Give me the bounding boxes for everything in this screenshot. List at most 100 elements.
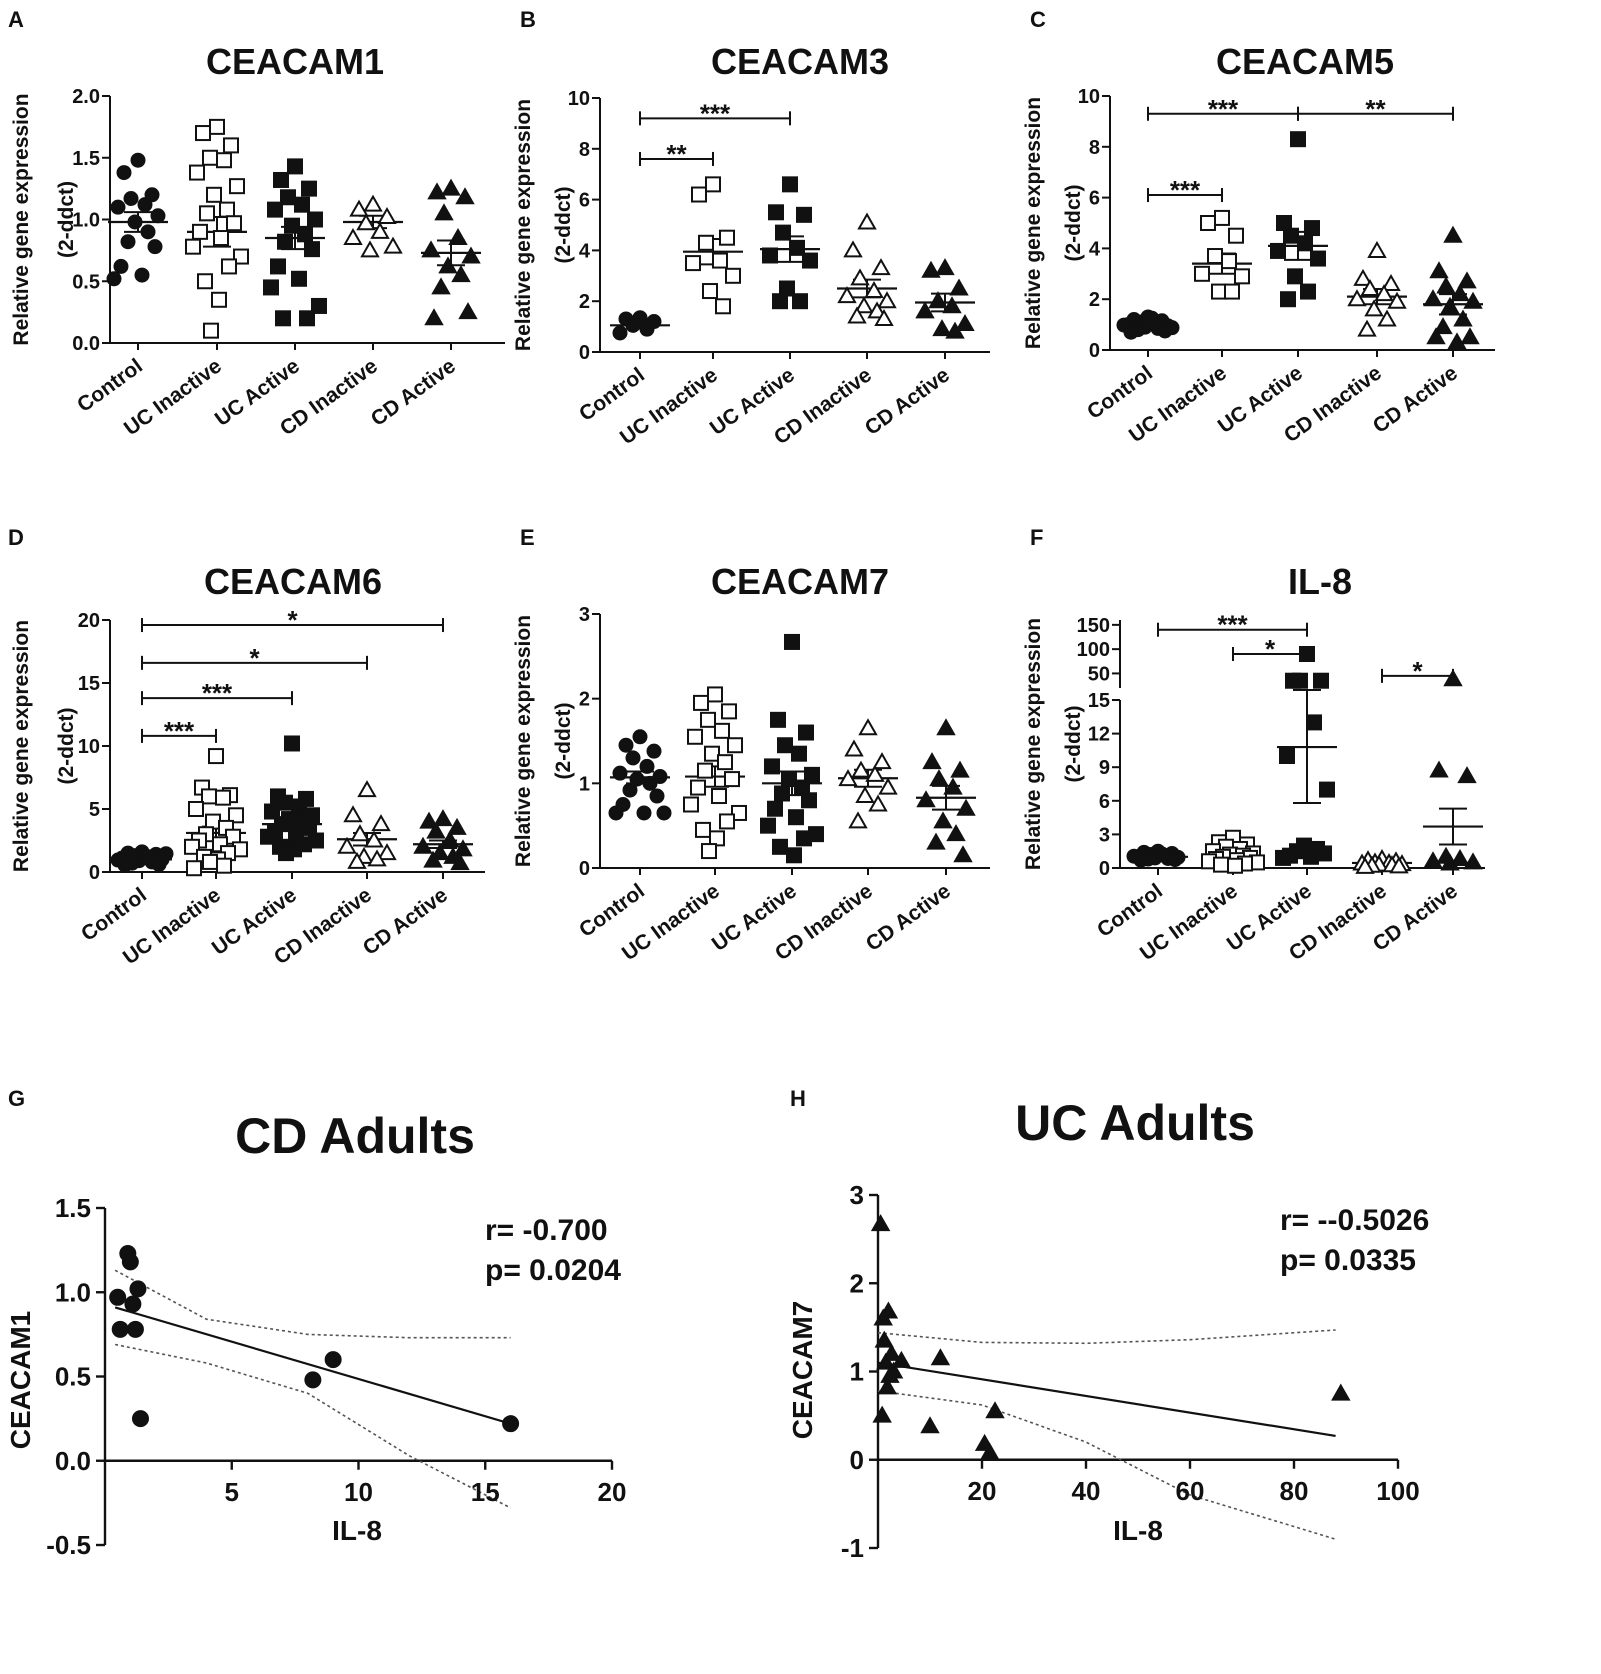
data-point bbox=[1283, 227, 1299, 244]
data-point bbox=[1355, 856, 1375, 874]
y-tick-label: -1 bbox=[841, 1533, 864, 1563]
y-axis-label-unit: (2-ddct) bbox=[55, 181, 78, 258]
data-point bbox=[106, 271, 122, 287]
data-point bbox=[848, 811, 868, 829]
data-point bbox=[188, 801, 204, 817]
data-point bbox=[1463, 291, 1483, 309]
data-point bbox=[197, 273, 213, 290]
data-point bbox=[185, 238, 201, 255]
data-point bbox=[933, 811, 953, 829]
data-point bbox=[629, 771, 645, 787]
confidence-band-lower bbox=[877, 1390, 1336, 1540]
data-point bbox=[712, 252, 728, 269]
data-point bbox=[202, 853, 218, 870]
data-point bbox=[618, 737, 634, 753]
data-point bbox=[301, 180, 317, 197]
data-point bbox=[440, 830, 460, 848]
data-point bbox=[273, 171, 289, 188]
data-point bbox=[1126, 848, 1142, 864]
data-point bbox=[110, 199, 126, 215]
data-point bbox=[928, 291, 948, 309]
data-point bbox=[1154, 846, 1170, 862]
x-axis-label: IL-8 bbox=[1113, 1515, 1163, 1546]
x-tick-label: 15 bbox=[471, 1477, 500, 1507]
data-point bbox=[287, 158, 303, 175]
x-tick-label: 20 bbox=[598, 1477, 627, 1507]
data-point bbox=[871, 258, 891, 276]
y-tick-label: 0.0 bbox=[72, 333, 100, 355]
data-point bbox=[219, 201, 235, 218]
data-point bbox=[110, 852, 126, 868]
data-point bbox=[189, 164, 205, 181]
y-axis-label-unit: (2-ddct) bbox=[1062, 185, 1085, 262]
data-point bbox=[877, 1377, 898, 1395]
data-point bbox=[837, 286, 857, 304]
y-tick-label: 4 bbox=[579, 240, 591, 262]
data-point bbox=[270, 258, 286, 275]
data-point bbox=[916, 790, 936, 808]
data-point bbox=[691, 186, 707, 203]
data-point bbox=[1423, 851, 1443, 869]
data-point bbox=[864, 281, 884, 299]
data-point bbox=[126, 1320, 144, 1338]
data-point bbox=[113, 258, 129, 274]
confidence-band-upper bbox=[877, 1329, 1336, 1345]
data-point bbox=[264, 803, 280, 820]
panel-title: CD Adults bbox=[235, 1108, 475, 1164]
panel-label: F bbox=[1030, 525, 1043, 550]
y-tick-label: 150 bbox=[1077, 615, 1110, 637]
data-point bbox=[717, 754, 733, 771]
data-point bbox=[760, 817, 776, 834]
data-point bbox=[1164, 320, 1180, 336]
x-tick-label: 5 bbox=[225, 1477, 239, 1507]
data-point bbox=[945, 321, 965, 339]
data-point bbox=[649, 788, 665, 804]
data-point bbox=[932, 319, 952, 337]
data-point bbox=[307, 211, 323, 228]
data-point bbox=[724, 771, 740, 788]
data-point bbox=[357, 780, 377, 798]
y-tick-label: 0 bbox=[1099, 858, 1110, 880]
data-point bbox=[775, 224, 791, 241]
data-point bbox=[857, 212, 877, 230]
data-point bbox=[216, 857, 232, 874]
data-point bbox=[872, 1405, 892, 1423]
data-point bbox=[278, 845, 294, 862]
data-point bbox=[847, 306, 867, 324]
y-tick-label: 0.5 bbox=[55, 1362, 91, 1392]
data-point bbox=[413, 836, 433, 854]
data-point bbox=[447, 817, 467, 835]
data-point bbox=[455, 187, 475, 205]
y-axis-label: Relative gene expression bbox=[1022, 97, 1045, 349]
data-point bbox=[123, 191, 139, 207]
data-point bbox=[195, 125, 211, 142]
data-point bbox=[612, 325, 628, 341]
data-point bbox=[802, 252, 818, 269]
data-point bbox=[791, 745, 807, 762]
y-tick-label: 1 bbox=[850, 1357, 864, 1387]
data-point bbox=[1319, 781, 1335, 798]
significance-label: * bbox=[287, 605, 298, 635]
data-point bbox=[1207, 248, 1223, 265]
panel-label: A bbox=[8, 7, 24, 32]
y-tick-label: 15 bbox=[78, 673, 100, 695]
data-point bbox=[1457, 271, 1477, 289]
data-point bbox=[796, 830, 812, 847]
data-point bbox=[284, 735, 300, 752]
x-tick-label: 20 bbox=[968, 1476, 997, 1506]
data-point bbox=[625, 750, 641, 766]
data-point bbox=[642, 775, 658, 791]
y-tick-label: 2 bbox=[1089, 289, 1100, 311]
data-point bbox=[1443, 225, 1463, 243]
data-point bbox=[656, 805, 672, 821]
data-point bbox=[701, 843, 717, 860]
data-point bbox=[275, 310, 291, 327]
y-tick-label: 10 bbox=[1078, 86, 1100, 108]
data-point bbox=[1389, 856, 1409, 874]
data-point bbox=[921, 260, 941, 278]
data-point bbox=[226, 215, 242, 232]
y-tick-label: 3 bbox=[1099, 824, 1110, 846]
data-point bbox=[693, 694, 709, 711]
data-point bbox=[297, 226, 313, 243]
data-point bbox=[767, 800, 783, 817]
